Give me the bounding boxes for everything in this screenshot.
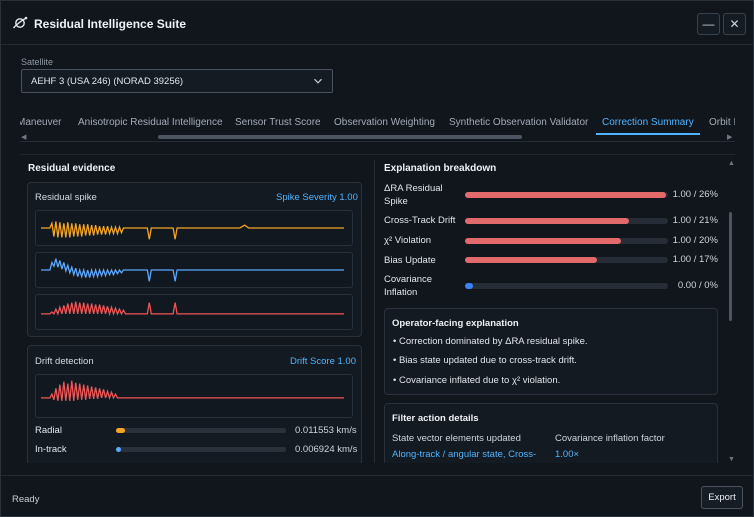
close-icon: ✕ — [729, 17, 740, 31]
explanation-bar-fill — [465, 283, 474, 289]
explanation-bar-fill — [465, 192, 666, 198]
in-track-bar-fill — [116, 447, 122, 452]
minimize-icon: — — [702, 17, 715, 31]
chevron-down-icon — [314, 78, 322, 84]
scroll-left-icon[interactable]: ◀ — [21, 134, 27, 141]
explanation-breakdown-title: Explanation breakdown — [384, 163, 497, 174]
explanation-value-cross-track: 1.00 / 21% — [672, 215, 718, 226]
in-track-label: In-track — [35, 444, 67, 455]
spike-plot-blue — [35, 252, 353, 288]
explanation-bar-ra-spike — [465, 192, 668, 198]
operator-explanation-card: Operator-facing explanation — [384, 308, 718, 395]
spike-severity-link[interactable]: Spike Severity 1.00 — [276, 192, 358, 203]
app-title: Residual Intelligence Suite — [34, 17, 187, 31]
scroll-up-icon[interactable]: ▲ — [728, 160, 735, 167]
spike-plot-orange — [35, 210, 353, 246]
drift-plot — [35, 374, 353, 418]
explanation-value-covariance: 0.00 / 0% — [677, 280, 718, 291]
explanation-value-ra-spike: 1.00 / 26% — [672, 189, 718, 200]
explanation-value-chi2: 1.00 / 20% — [672, 235, 718, 246]
satellite-orbit-icon — [12, 16, 28, 29]
explanation-value-bias: 1.00 / 17% — [672, 254, 718, 265]
tab-correction-summary[interactable]: Correction Summary — [596, 110, 700, 135]
column-divider — [374, 160, 375, 463]
status-bar: Ready Export — [1, 475, 753, 517]
explanation-bar-bias — [465, 257, 668, 263]
close-button[interactable]: ✕ — [723, 13, 746, 35]
tab-synthetic-observation-validator[interactable]: Synthetic Observation Validator — [449, 117, 589, 128]
explanation-bar-chi2 — [465, 238, 668, 244]
operator-explanation-title: Operator-facing explanation — [392, 318, 519, 329]
satellite-label: Satellite — [21, 57, 54, 67]
status-text: Ready — [12, 494, 40, 505]
residual-evidence-title: Residual evidence — [28, 163, 116, 174]
radial-bar-fill — [116, 428, 125, 433]
tabs-scrollbar[interactable]: ◀ ▶ — [20, 133, 735, 141]
tab-anisotropic-residual-intelligence[interactable]: Anisotropic Residual Intelligence — [78, 117, 223, 128]
explanation-bar-fill — [465, 238, 622, 244]
state-vector-header: State vector elements updated — [392, 433, 521, 444]
operator-bullet: • Bias state updated due to cross-track … — [393, 355, 577, 366]
operator-bullet: • Covariance inflated due to χ² violatio… — [393, 375, 561, 386]
explanation-label-covariance: Covariance Inflation — [384, 274, 433, 298]
operator-bullet: • Correction dominated by ΔRA residual s… — [393, 336, 588, 347]
residual-spike-title: Residual spike — [35, 192, 97, 203]
minimize-button[interactable]: — — [697, 13, 720, 35]
filter-action-card: Filter action details State vector eleme… — [384, 403, 718, 463]
tab-bar: Maneuver Anisotropic Residual Intelligen… — [20, 110, 735, 142]
satellite-select[interactable]: AEHF 3 (USA 246) (NORAD 39256) — [21, 69, 333, 93]
title-bar: Residual Intelligence Suite — ✕ — [1, 1, 753, 45]
satellite-selected-value: AEHF 3 (USA 246) (NORAD 39256) — [31, 75, 184, 87]
tab-maneuver[interactable]: Maneuver — [20, 117, 62, 128]
covariance-factor-value: 1.00× — [555, 449, 580, 460]
radial-bar — [116, 428, 286, 433]
export-button[interactable]: Export — [701, 486, 743, 509]
drift-score-link[interactable]: Drift Score 1.00 — [290, 356, 356, 367]
in-track-value: 0.006924 km/s — [295, 444, 358, 455]
state-vector-value[interactable]: Along-track / angular state, Cross- — [392, 449, 537, 460]
explanation-bar-fill — [465, 218, 630, 224]
correction-summary-panel: Residual evidence Residual spike Spike S… — [20, 154, 735, 463]
explanation-label-bias: Bias Update — [384, 255, 436, 266]
covariance-factor-header: Covariance inflation factor — [555, 433, 665, 444]
content-scroll-thumb[interactable] — [729, 212, 732, 321]
explanation-label-chi2: χ² Violation — [384, 235, 432, 246]
explanation-bar-fill — [465, 257, 597, 263]
tab-observation-weighting[interactable]: Observation Weighting — [334, 117, 435, 128]
content-scrollbar[interactable]: ▲ ▼ — [727, 160, 735, 463]
radial-label: Radial — [35, 425, 62, 436]
tabs-scroll-thumb[interactable] — [158, 135, 522, 139]
drift-detection-title: Drift detection — [35, 356, 94, 367]
spike-plot-red — [35, 294, 353, 330]
explanation-bar-cross-track — [465, 218, 668, 224]
explanation-label-ra-spike: ΔRA Residual Spike — [384, 183, 443, 207]
tab-orbit[interactable]: Orbit I — [709, 117, 735, 128]
explanation-label-cross-track: Cross-Track Drift — [384, 215, 456, 226]
radial-value: 0.011553 km/s — [295, 425, 357, 436]
residual-spike-card: Residual spike Spike Severity 1.00 — [27, 182, 362, 337]
filter-action-title: Filter action details — [392, 413, 479, 424]
explanation-bar-covariance — [465, 283, 668, 289]
scroll-right-icon[interactable]: ▶ — [727, 134, 733, 141]
in-track-bar — [116, 447, 286, 452]
drift-detection-card: Drift detection Drift Score 1.00 — [27, 345, 362, 463]
tab-sensor-trust-score[interactable]: Sensor Trust Score — [235, 117, 321, 128]
scroll-down-icon[interactable]: ▼ — [728, 456, 735, 463]
